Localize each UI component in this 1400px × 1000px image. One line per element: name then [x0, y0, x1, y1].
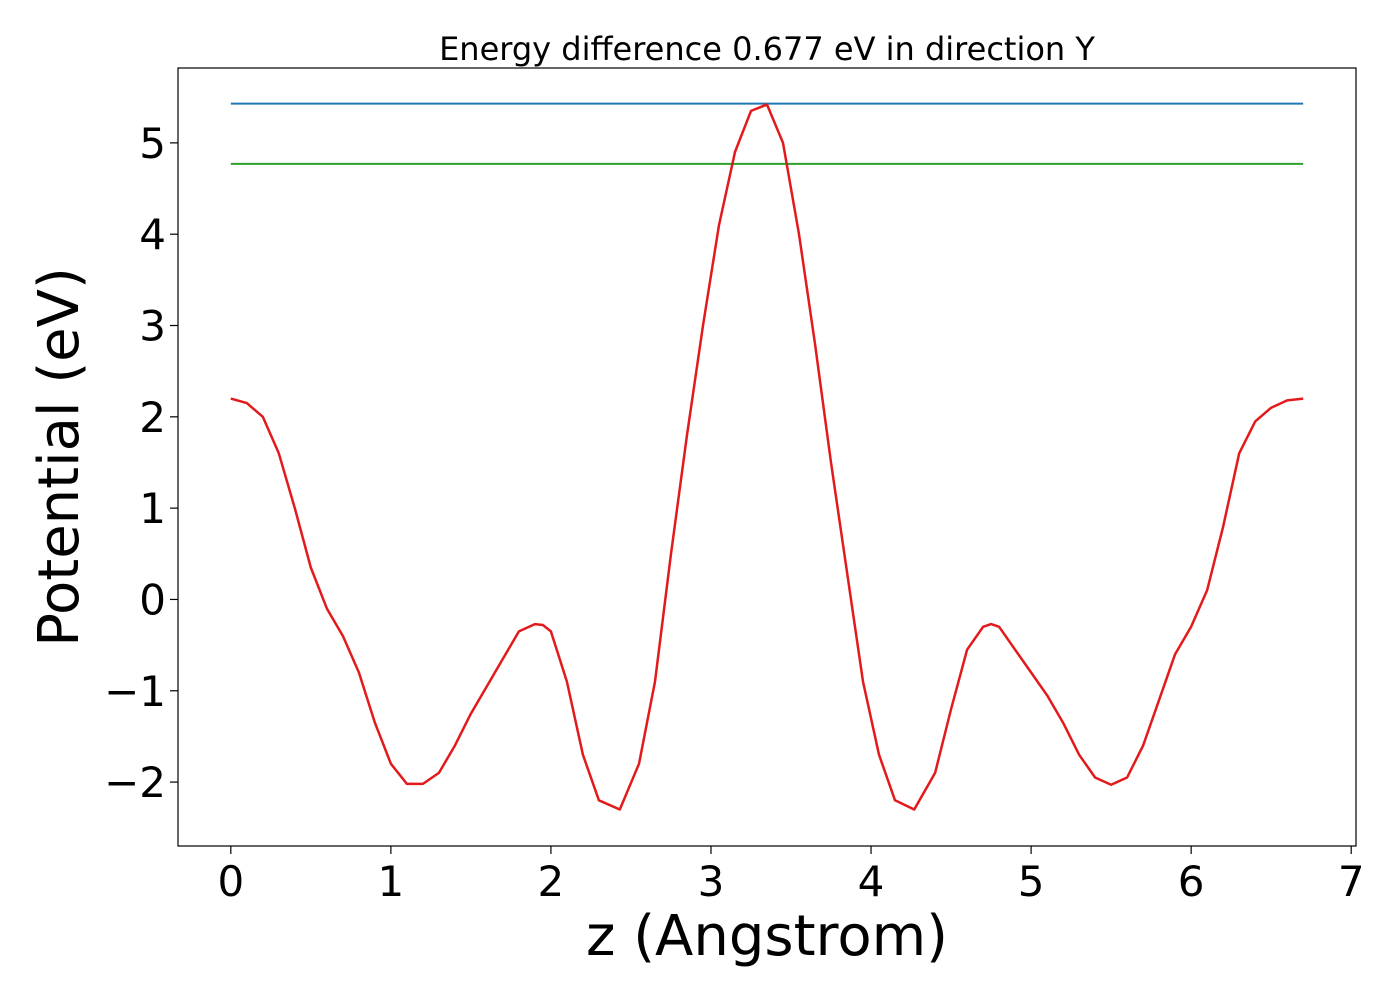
- y-axis-label: Potential (eV): [27, 267, 92, 647]
- y-tick-label: 3: [139, 302, 166, 351]
- axes-frame: [177, 67, 1357, 847]
- y-tick-label: −1: [104, 667, 166, 716]
- x-tick-label: 6: [1178, 857, 1205, 906]
- y-tick-label: 0: [139, 575, 166, 624]
- x-axis-label: z (Angstrom): [586, 904, 948, 969]
- chart-title: Energy difference 0.677 eV in direction …: [439, 30, 1095, 68]
- plot-layer: [230, 102, 1304, 811]
- ticks-layer: 0 1 2 3 4 5 6 7 −2 −1 0 1 2 3 4 5: [104, 119, 1364, 906]
- y-tick-label: 1: [139, 484, 166, 533]
- y-tick-label: −2: [104, 758, 166, 807]
- y-tick-label: 5: [139, 119, 166, 168]
- x-tick-label: 1: [378, 857, 405, 906]
- x-tick-label: 4: [858, 857, 885, 906]
- x-tick-label: 2: [538, 857, 565, 906]
- y-tick-label: 4: [139, 210, 166, 259]
- series-line-3: [230, 103, 1304, 811]
- x-tick-label: 7: [1338, 857, 1365, 906]
- x-tick-label: 5: [1018, 857, 1045, 906]
- y-tick-label: 2: [139, 393, 166, 442]
- x-tick-label: 0: [217, 857, 244, 906]
- x-tick-label: 3: [698, 857, 725, 906]
